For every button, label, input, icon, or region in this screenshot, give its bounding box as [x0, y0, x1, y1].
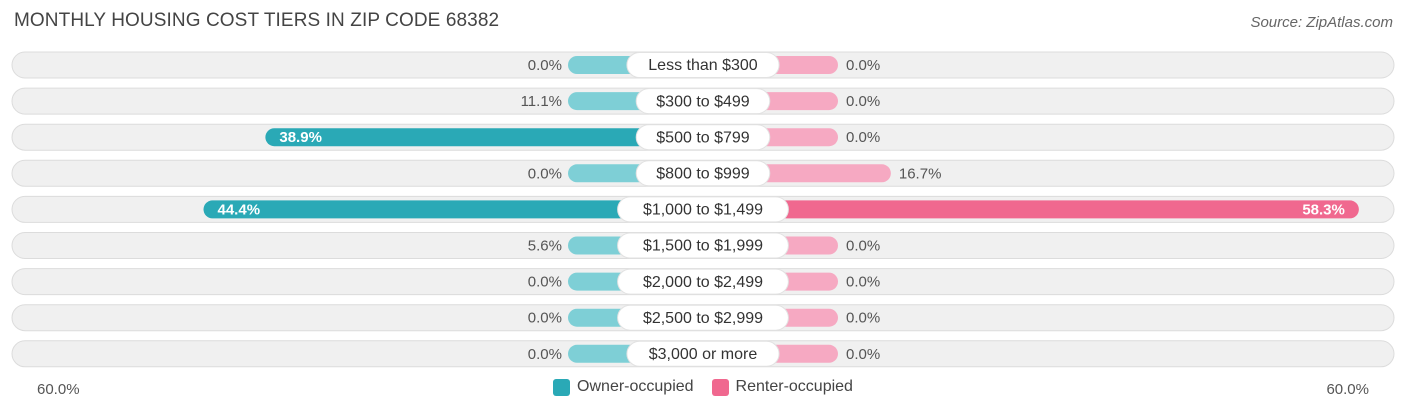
data-label-renter: 58.3% [1302, 201, 1345, 218]
category-pill [626, 52, 780, 78]
legend-swatch-renter [711, 378, 729, 396]
axis-left-label: 60.0% [37, 381, 80, 398]
data-label-renter: 16.7% [899, 165, 942, 182]
category-pill [617, 232, 789, 259]
data-label-renter: 0.0% [846, 346, 880, 363]
category-label: $1,500 to $1,999 [643, 238, 763, 255]
legend: Owner-occupied Renter-occupied [0, 378, 1406, 396]
bar-owner[interactable] [265, 128, 703, 147]
category-label: Less than $300 [648, 57, 758, 74]
data-label-owner: 5.6% [528, 237, 562, 254]
axis-right-label: 60.0% [1326, 381, 1369, 398]
category-pill [617, 268, 789, 295]
legend-item-renter[interactable]: Renter-occupied [711, 378, 853, 396]
data-label-renter: 0.0% [846, 129, 880, 146]
category-pill [635, 88, 771, 115]
data-label-renter: 0.0% [846, 93, 880, 110]
chart-source: Source: ZipAtlas.com [1250, 14, 1393, 31]
data-label-owner: 0.0% [528, 310, 562, 327]
category-pill [626, 340, 780, 367]
bar-owner[interactable] [203, 200, 704, 219]
category-pill [635, 160, 771, 187]
category-label: $500 to $799 [656, 129, 750, 146]
chart-title: MONTHLY HOUSING COST TIERS IN ZIP CODE 6… [14, 10, 500, 31]
data-label-renter: 0.0% [846, 57, 880, 74]
category-label: $300 to $499 [656, 93, 750, 110]
bar-renter[interactable] [703, 200, 1359, 219]
category-label: $2,000 to $2,499 [643, 274, 763, 291]
category-pill [617, 196, 789, 223]
category-pill [635, 124, 771, 151]
legend-label-owner: Owner-occupied [577, 378, 694, 395]
category-label: $2,500 to $2,999 [643, 310, 763, 327]
data-label-owner: 38.9% [279, 129, 322, 146]
data-label-owner: 0.0% [528, 165, 562, 182]
category-label: $800 to $999 [656, 166, 750, 183]
data-label-owner: 0.0% [528, 57, 562, 74]
legend-item-owner[interactable]: Owner-occupied [553, 378, 694, 396]
legend-label-renter: Renter-occupied [735, 378, 853, 395]
category-pill [617, 304, 789, 331]
data-label-owner: 44.4% [218, 201, 261, 218]
data-label-owner: 11.1% [521, 93, 562, 110]
data-label-renter: 0.0% [846, 237, 880, 254]
data-label-owner: 0.0% [528, 274, 562, 291]
legend-swatch-owner [553, 378, 571, 396]
category-label: $1,000 to $1,499 [643, 202, 763, 219]
data-label-renter: 0.0% [846, 274, 880, 291]
category-label: $3,000 or more [649, 346, 758, 363]
data-label-renter: 0.0% [846, 310, 880, 327]
data-label-owner: 0.0% [528, 346, 562, 363]
